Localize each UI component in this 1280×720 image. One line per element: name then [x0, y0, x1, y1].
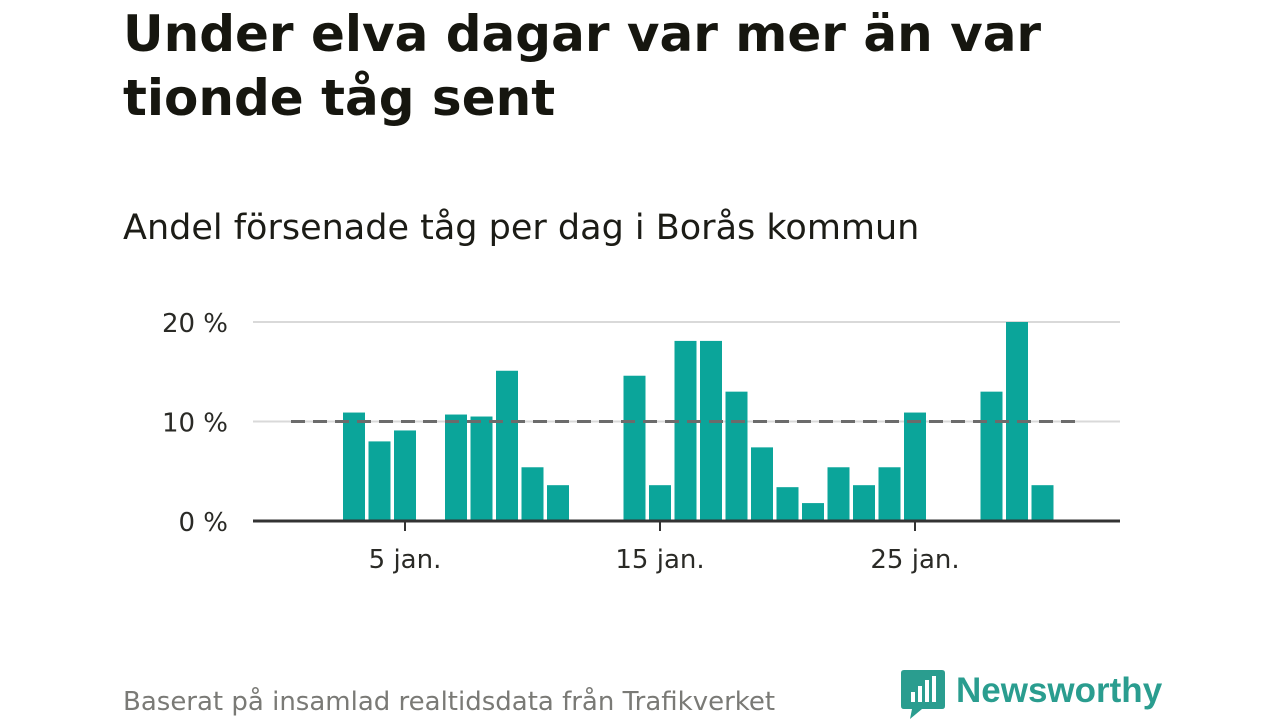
- bar: [853, 485, 875, 521]
- bar: [394, 430, 416, 521]
- bar: [904, 412, 926, 521]
- bar: [776, 487, 799, 521]
- bar: [521, 467, 544, 521]
- bar: [547, 485, 569, 521]
- bar: [470, 416, 493, 521]
- bar: [827, 467, 850, 521]
- bar: [878, 467, 901, 521]
- y-tick-label: 10 %: [162, 409, 228, 439]
- x-tick-label: 5 jan.: [369, 545, 442, 575]
- source-note: Baserat på insamlad realtidsdata från Tr…: [123, 687, 776, 717]
- bar: [674, 340, 697, 521]
- x-tick-label: 15 jan.: [615, 545, 704, 575]
- x-tick-label: 25 jan.: [870, 545, 959, 575]
- newsworthy-logo: Newsworthy: [900, 668, 1162, 720]
- bar: [649, 485, 671, 521]
- bar: [368, 441, 391, 521]
- bar: [343, 412, 365, 521]
- bar: [623, 375, 646, 521]
- bar: [445, 414, 467, 521]
- bar: [1031, 485, 1054, 521]
- bar: [725, 391, 748, 521]
- bar: [751, 447, 773, 521]
- bar: [802, 503, 824, 521]
- brand-name: Newsworthy: [956, 671, 1163, 710]
- y-tick-label: 20 %: [162, 309, 228, 339]
- bar: [700, 340, 722, 521]
- chart-title: Under elva dagar var mer än var tionde t…: [123, 5, 1042, 127]
- bar: [496, 370, 518, 521]
- newsworthy-icon: [901, 670, 945, 719]
- bar: [980, 391, 1003, 521]
- chart-subtitle: Andel försenade tåg per dag i Borås komm…: [123, 208, 920, 248]
- y-tick-label: 0 %: [178, 508, 228, 538]
